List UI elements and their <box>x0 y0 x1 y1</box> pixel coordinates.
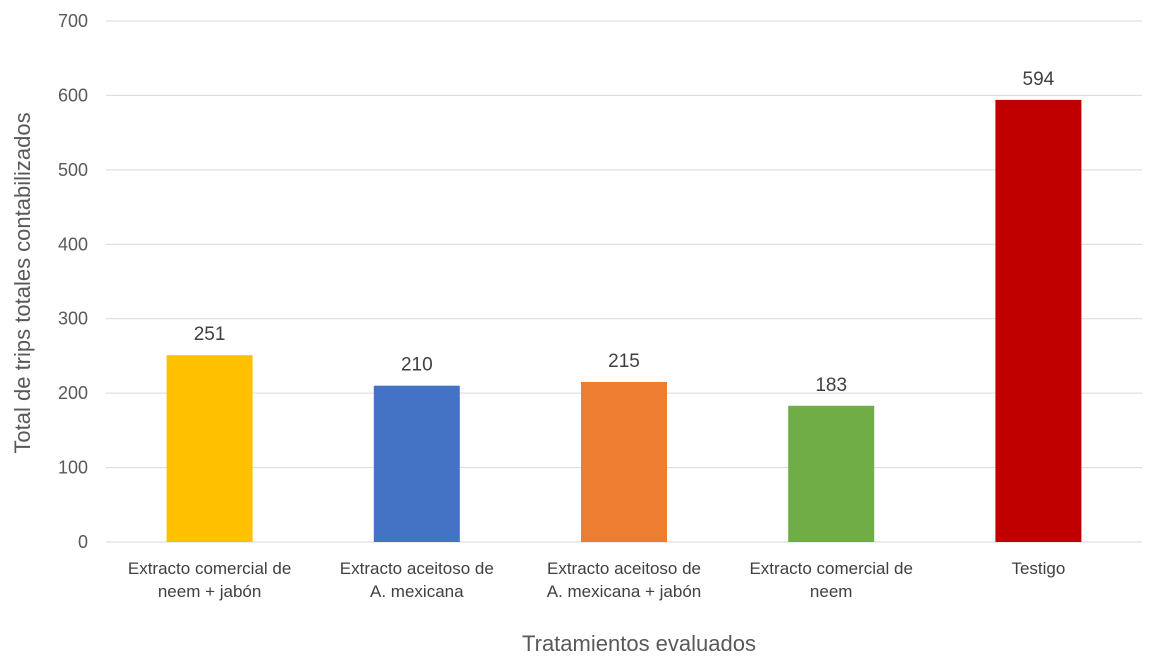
x-category-label: A. mexicana + jabón <box>547 582 702 601</box>
y-axis-title: Total de trips totales contabilizados <box>10 112 35 453</box>
data-label: 251 <box>194 324 226 345</box>
bar <box>581 381 667 542</box>
y-tick-label: 500 <box>58 160 88 180</box>
y-tick-label: 600 <box>58 85 88 105</box>
y-tick-label: 200 <box>58 383 88 403</box>
bar <box>788 405 875 542</box>
bars <box>166 99 1082 542</box>
data-label: 594 <box>1023 69 1055 90</box>
y-tick-label: 300 <box>58 309 88 329</box>
x-axis-title: Tratamientos evaluados <box>522 631 756 656</box>
y-axis-ticks: 0 100 200 300 400 500 600 700 <box>58 11 88 552</box>
data-label: 215 <box>608 351 640 372</box>
x-category-label: Testigo <box>1011 559 1065 578</box>
y-tick-label: 0 <box>78 532 88 552</box>
y-tick-label: 100 <box>58 458 88 478</box>
y-tick-label: 400 <box>58 234 88 254</box>
x-category-label: Extracto aceitoso de <box>340 559 494 578</box>
bar <box>995 99 1082 542</box>
data-label: 183 <box>815 375 847 396</box>
bar <box>373 385 460 542</box>
x-category-label: neem + jabón <box>158 582 262 601</box>
data-label: 210 <box>401 355 433 376</box>
x-category-label: Extracto comercial de <box>128 559 291 578</box>
data-labels: 251 210 215 183 594 <box>194 69 1055 396</box>
x-category-label: neem <box>810 582 853 601</box>
x-category-label: Extracto aceitoso de <box>547 559 701 578</box>
x-category-label: A. mexicana <box>370 582 464 601</box>
x-category-label: Extracto comercial de <box>749 559 912 578</box>
bar <box>166 355 253 542</box>
y-tick-label: 700 <box>58 11 88 31</box>
x-axis-categories: Extracto comercial de neem + jabón Extract… <box>128 559 1065 601</box>
